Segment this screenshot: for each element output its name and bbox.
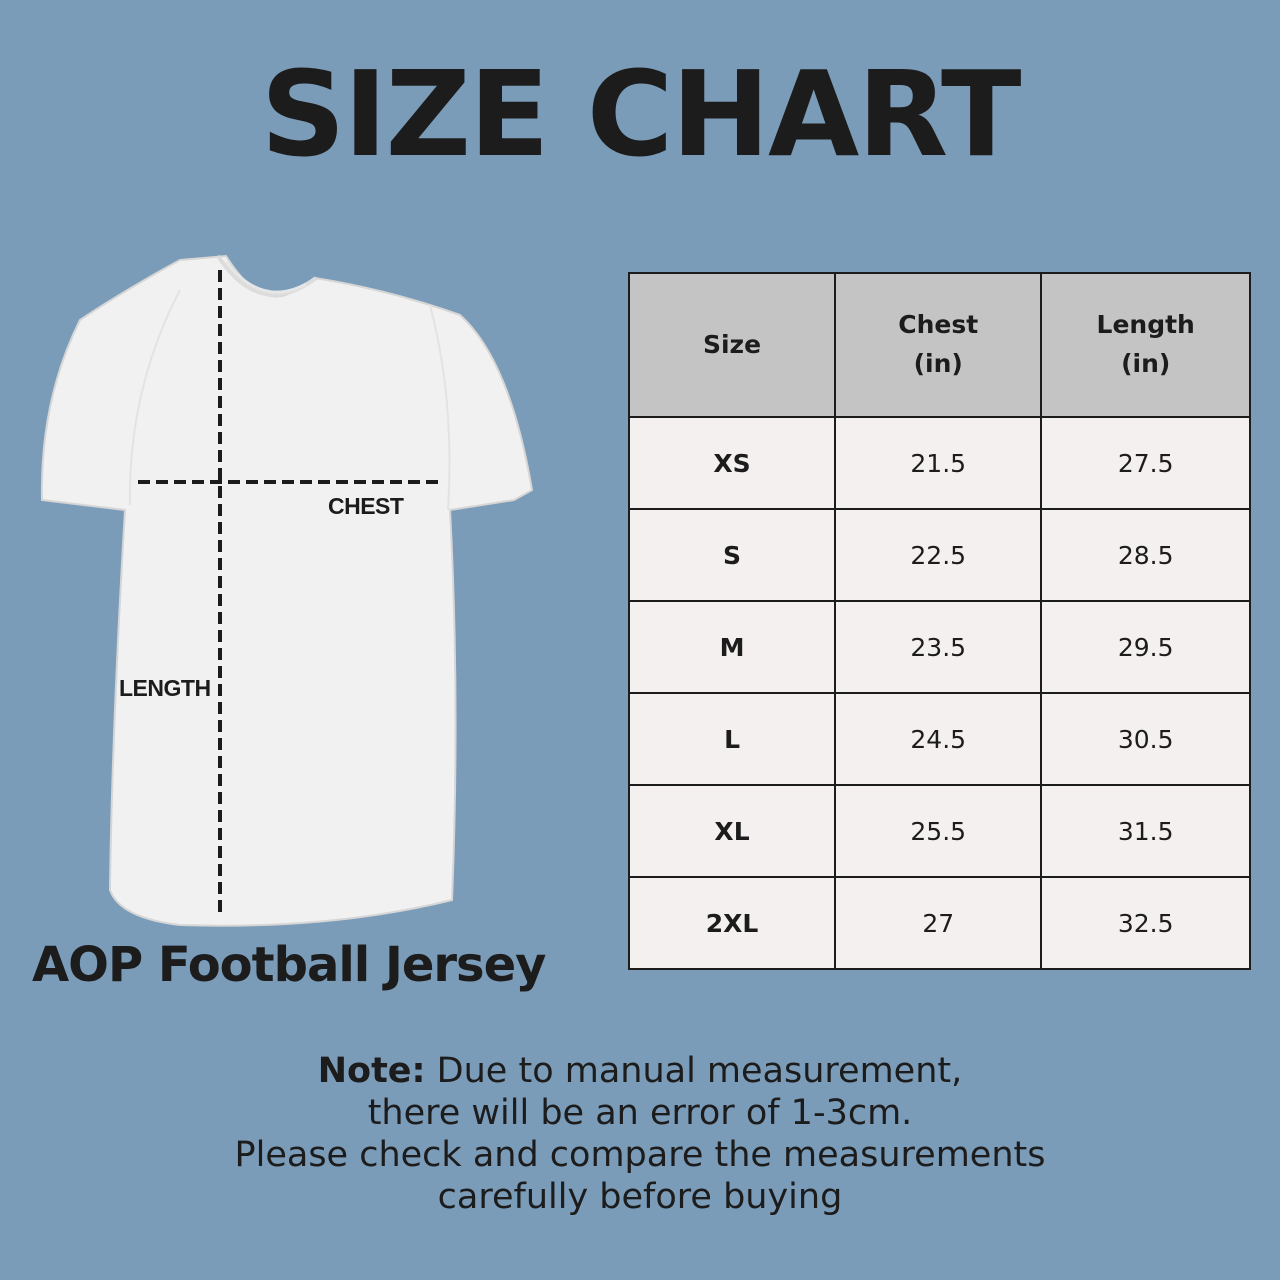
length-cell: 30.5	[1040, 692, 1251, 786]
note-line-2: there will be an error of 1-3cm.	[367, 1093, 913, 1133]
length-cell: 27.5	[1040, 416, 1251, 510]
length-cell: 28.5	[1040, 508, 1251, 602]
size-table: Size Chest (in) Length (in) XS 21.5 27.5…	[627, 272, 1251, 970]
note-line-4: carefully before buying	[437, 1177, 843, 1217]
chest-cell: 24.5	[834, 692, 1043, 786]
jersey-image	[40, 254, 534, 927]
note-prefix: Note:	[317, 1051, 426, 1091]
note-line-3: Please check and compare the measurement…	[234, 1135, 1046, 1175]
table-row: XL 25.5 31.5	[627, 784, 1251, 878]
length-label: LENGTH	[119, 675, 211, 701]
size-cell: XS	[627, 416, 837, 510]
length-cell: 31.5	[1040, 784, 1251, 878]
jersey-diagram: CHEST LENGTH	[30, 250, 550, 930]
product-name: AOP Football Jersey	[32, 937, 546, 993]
page-title: SIZE CHART	[260, 45, 1022, 183]
size-cell: M	[627, 600, 837, 694]
size-cell: S	[627, 508, 837, 602]
chest-cell: 23.5	[834, 600, 1043, 694]
header-chest: Chest (in)	[834, 272, 1043, 418]
chest-cell: 27	[834, 876, 1043, 970]
header-size: Size	[627, 272, 837, 418]
table-row: L 24.5 30.5	[627, 692, 1251, 786]
header-length: Length (in)	[1040, 272, 1251, 418]
note-text: Note: Due to manual measurement, there w…	[0, 1050, 1280, 1218]
length-cell: 32.5	[1040, 876, 1251, 970]
chest-cell: 22.5	[834, 508, 1043, 602]
table-row: S 22.5 28.5	[627, 508, 1251, 602]
chest-cell: 21.5	[834, 416, 1043, 510]
jersey-shape	[40, 254, 534, 927]
table-row: 2XL 27 32.5	[627, 876, 1251, 970]
size-cell: L	[627, 692, 837, 786]
length-cell: 29.5	[1040, 600, 1251, 694]
table-row: M 23.5 29.5	[627, 600, 1251, 694]
chest-cell: 25.5	[834, 784, 1043, 878]
table-header-row: Size Chest (in) Length (in)	[627, 272, 1251, 418]
size-cell: XL	[627, 784, 837, 878]
size-cell: 2XL	[627, 876, 837, 970]
note-line-1: Note: Due to manual measurement,	[317, 1051, 963, 1091]
table-row: XS 21.5 27.5	[627, 416, 1251, 510]
chest-label: CHEST	[328, 493, 404, 519]
